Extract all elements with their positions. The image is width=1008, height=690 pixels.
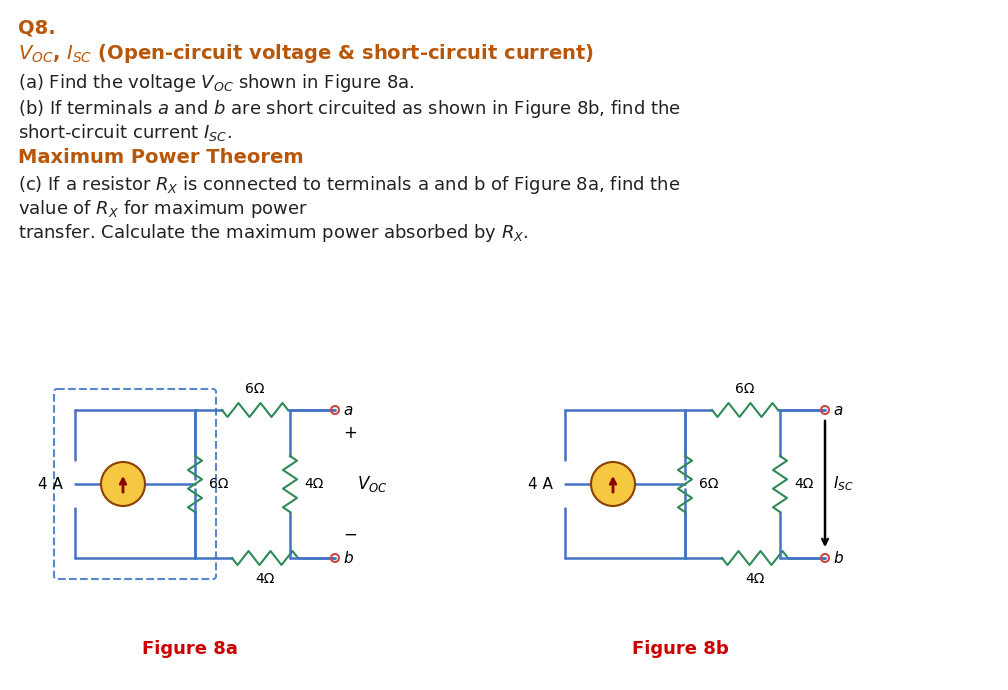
- Circle shape: [591, 462, 635, 506]
- Text: 4Ω: 4Ω: [745, 572, 765, 586]
- Text: short-circuit current $I_{SC}$.: short-circuit current $I_{SC}$.: [18, 122, 232, 143]
- Text: 4Ω: 4Ω: [304, 477, 324, 491]
- Text: Q8.: Q8.: [18, 18, 55, 37]
- Text: $a$: $a$: [833, 402, 844, 417]
- Text: 4 A: 4 A: [38, 477, 62, 491]
- Text: $I_{SC}$: $I_{SC}$: [833, 475, 854, 493]
- Text: $b$: $b$: [343, 550, 354, 566]
- Text: Maximum Power Theorem: Maximum Power Theorem: [18, 148, 303, 167]
- Text: Figure 8b: Figure 8b: [632, 640, 729, 658]
- Text: value of $R_X$ for maximum power: value of $R_X$ for maximum power: [18, 198, 307, 220]
- Text: 4Ω: 4Ω: [255, 572, 275, 586]
- Text: 6Ω: 6Ω: [245, 382, 265, 396]
- Text: 6Ω: 6Ω: [699, 477, 719, 491]
- Text: (c) If a resistor $R_X$ is connected to terminals a and b of Figure 8a, find the: (c) If a resistor $R_X$ is connected to …: [18, 174, 680, 196]
- Text: 4Ω: 4Ω: [794, 477, 813, 491]
- Text: (a) Find the voltage $V_{OC}$ shown in Figure 8a.: (a) Find the voltage $V_{OC}$ shown in F…: [18, 72, 414, 94]
- Text: $V_{OC}$, $I_{SC}$ (Open-circuit voltage & short-circuit current): $V_{OC}$, $I_{SC}$ (Open-circuit voltage…: [18, 42, 594, 65]
- Text: $b$: $b$: [833, 550, 844, 566]
- Text: +: +: [343, 424, 357, 442]
- Text: 4 A: 4 A: [528, 477, 553, 491]
- Text: (b) If terminals $a$ and $b$ are short circuited as shown in Figure 8b, find the: (b) If terminals $a$ and $b$ are short c…: [18, 98, 680, 120]
- Text: 6Ω: 6Ω: [209, 477, 229, 491]
- Text: −: −: [343, 526, 357, 544]
- Text: $V_{OC}$: $V_{OC}$: [357, 474, 388, 494]
- Circle shape: [101, 462, 145, 506]
- Text: $a$: $a$: [343, 402, 354, 417]
- Text: Figure 8a: Figure 8a: [142, 640, 238, 658]
- Text: transfer. Calculate the maximum power absorbed by $R_X$.: transfer. Calculate the maximum power ab…: [18, 222, 528, 244]
- Text: 6Ω: 6Ω: [735, 382, 755, 396]
